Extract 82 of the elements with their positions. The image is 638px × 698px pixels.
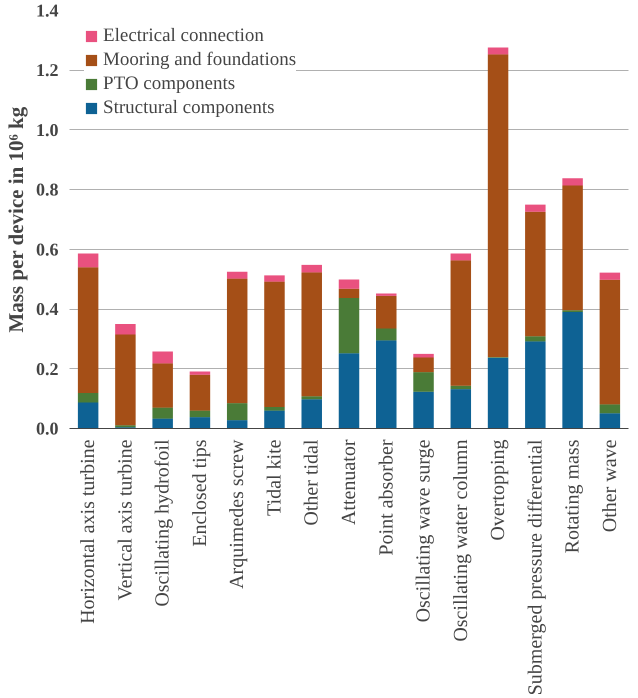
bar <box>78 392 98 403</box>
bar <box>190 371 210 375</box>
bar <box>525 212 546 336</box>
bar <box>78 254 98 268</box>
bar <box>152 418 173 428</box>
bar <box>264 275 285 282</box>
bar <box>376 296 397 328</box>
bar <box>450 260 472 386</box>
bar <box>264 407 285 411</box>
y-tick-label: 0.4 <box>36 299 58 320</box>
legend-label: Mooring and foundations <box>103 49 296 71</box>
x-tick-label: Horizontal axis turbine <box>77 439 100 624</box>
bar <box>413 357 434 372</box>
bar <box>301 399 322 428</box>
bar <box>338 353 360 428</box>
x-tick-label: Other wave <box>598 439 621 532</box>
x-tick-label: Submerged pressure differential <box>524 439 546 696</box>
bar <box>226 278 248 404</box>
y-tick-label: 1.2 <box>36 60 58 80</box>
bar <box>264 410 285 428</box>
y-tick-label: 1.4 <box>36 0 58 20</box>
x-tick-label: Overtopping <box>487 440 510 541</box>
bar <box>338 298 360 354</box>
bar <box>338 280 360 289</box>
bar <box>152 408 173 419</box>
bar <box>600 413 620 428</box>
bar <box>413 392 434 428</box>
bar <box>152 363 173 408</box>
bar <box>115 324 136 334</box>
bar <box>264 282 285 408</box>
bar <box>525 341 546 428</box>
bar <box>413 372 434 392</box>
x-tick-label: Oscillating hydrofoil <box>152 439 174 607</box>
legend-label: Structural components <box>103 97 274 119</box>
x-tick-label: Oscillating wave surge <box>412 439 435 622</box>
bar <box>190 374 210 411</box>
x-tick-label: Point absorber <box>375 439 398 556</box>
bar <box>562 185 583 310</box>
x-tick-label: Other tidal <box>300 439 323 526</box>
bar <box>525 204 546 212</box>
bar <box>525 336 546 342</box>
y-tick-label: 0.0 <box>36 418 58 438</box>
y-tick-label: 0.2 <box>36 358 58 379</box>
bar <box>488 358 508 428</box>
bar <box>226 420 248 428</box>
legend-label: Electrical connection <box>103 25 264 47</box>
bar <box>226 272 248 279</box>
y-axis-title: Mass per device in 10⁶ kg <box>4 106 28 333</box>
bar <box>600 272 620 280</box>
x-tick-label: Attenuator <box>338 439 360 526</box>
x-tick-label: Oscillating water column <box>450 439 472 642</box>
bar <box>338 288 360 298</box>
bar <box>488 54 508 358</box>
bar <box>413 354 434 358</box>
x-tick-label: Rotating mass <box>562 439 584 554</box>
bar <box>376 340 397 428</box>
x-tick-label: Vertical axis turbine <box>114 439 136 601</box>
bar <box>450 254 472 260</box>
bar <box>488 48 508 54</box>
bar <box>301 272 322 396</box>
bar <box>226 403 248 420</box>
bar <box>78 267 98 393</box>
y-tick-label: 0.6 <box>36 239 58 260</box>
bar <box>562 178 583 186</box>
bar <box>376 328 397 340</box>
bar <box>600 280 620 404</box>
y-tick-label: 0.8 <box>36 180 58 200</box>
bar <box>301 264 322 272</box>
bar <box>450 386 472 390</box>
bar <box>562 312 583 428</box>
x-tick-label: Enclosed tips <box>188 439 211 547</box>
bar <box>152 351 173 364</box>
y-tick-label: 1.0 <box>36 120 58 140</box>
legend-label: PTO components <box>103 73 236 95</box>
x-tick-label: Tidal kite <box>263 439 286 516</box>
bar <box>78 402 98 428</box>
bar <box>190 417 210 428</box>
bar <box>600 404 620 414</box>
bar <box>115 334 136 426</box>
x-tick-label: Arquimedes screw <box>226 438 248 589</box>
bar <box>190 410 210 418</box>
bar <box>450 389 472 428</box>
